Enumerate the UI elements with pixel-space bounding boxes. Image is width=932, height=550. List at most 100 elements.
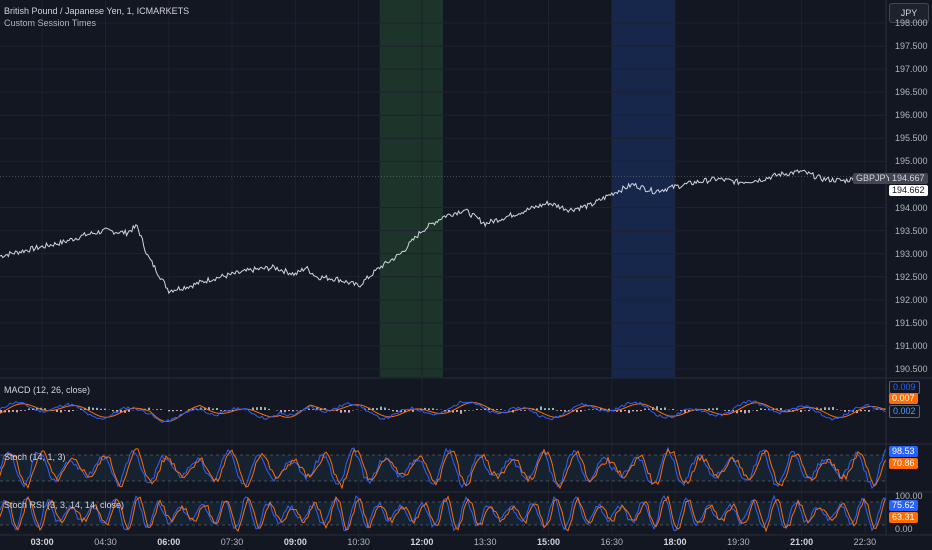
macd-hist-bar	[564, 410, 566, 412]
bid-price-badge: 194.662	[889, 185, 928, 196]
price-tick-label: 195.000	[895, 156, 928, 167]
macd-hist-bar	[192, 408, 194, 410]
macd-hist-bar	[860, 410, 862, 412]
macd-hist-bar	[716, 407, 718, 410]
macd-hist-bar	[592, 409, 594, 410]
macd-hist-bar	[464, 410, 466, 412]
macd-hist-bar	[60, 410, 62, 413]
macd-hist-bar	[220, 410, 222, 411]
macd-hist-bar	[160, 409, 162, 410]
macd-line	[0, 400, 887, 424]
macd-hist-bar	[412, 410, 414, 412]
time-tick-label: 19:30	[727, 537, 750, 547]
stoch-k-line	[0, 446, 887, 489]
stoch-rsi-axis-bottom: 0.00	[895, 524, 913, 534]
macd-hist-bar	[344, 410, 346, 413]
time-tick-label: 18:00	[663, 537, 687, 547]
macd-hist-bar	[536, 408, 538, 410]
macd-hist-bar	[252, 407, 254, 410]
macd-hist-bar	[24, 410, 26, 411]
price-line	[0, 169, 865, 295]
macd-hist-bar	[580, 410, 582, 412]
macd-hist-bar	[848, 410, 850, 412]
price-tick-label: 192.000	[895, 294, 928, 305]
time-tick-label: 13:30	[473, 537, 497, 547]
macd-hist-bar	[880, 409, 882, 410]
currency-button[interactable]: JPY	[889, 3, 929, 23]
macd-hist-bar	[92, 407, 94, 410]
macd-hist-bar	[32, 408, 34, 410]
macd-hist-bar	[208, 407, 210, 410]
last-price-badge: 194.667	[889, 173, 928, 184]
macd-hist-bar	[212, 408, 214, 410]
signal-value-badge: 0.007	[889, 393, 918, 404]
macd-hist-bar	[772, 408, 774, 410]
time-tick-label: 22:30	[853, 537, 877, 547]
macd-hist-bar	[204, 407, 206, 410]
macd-hist-bar	[696, 410, 698, 411]
macd-hist-bar	[120, 410, 122, 413]
macd-hist-bar	[16, 410, 18, 413]
macd-hist-bar	[168, 410, 170, 412]
macd-hist-bar	[264, 407, 266, 410]
macd-hist-bar	[68, 410, 70, 412]
macd-hist-bar	[684, 410, 686, 413]
macd-hist-bar	[448, 410, 450, 413]
macd-hist-bar	[608, 408, 610, 410]
macd-hist-bar	[8, 410, 10, 413]
macd-hist-bar	[56, 410, 58, 412]
macd-hist-bar	[100, 408, 102, 410]
time-tick-label: 07:30	[220, 537, 244, 547]
macd-hist-bar	[832, 407, 834, 410]
macd-hist-bar	[588, 409, 590, 410]
time-tick-label: 21:00	[790, 537, 814, 547]
macd-hist-bar	[560, 410, 562, 412]
macd-hist-bar	[776, 408, 778, 410]
macd-hist-bar	[728, 410, 730, 412]
macd-hist-bar	[4, 410, 6, 413]
macd-hist-bar	[188, 409, 190, 410]
macd-hist-bar	[112, 410, 114, 412]
time-tick-label: 10:30	[347, 537, 370, 547]
macd-hist-bar	[256, 407, 258, 410]
macd-hist-bar	[280, 410, 282, 413]
macd-hist-bar	[492, 408, 494, 410]
macd-hist-bar	[376, 408, 378, 410]
macd-hist-bar	[476, 408, 478, 410]
macd-hist-bar	[808, 410, 810, 412]
macd-hist-bar	[724, 410, 726, 411]
stoch-d-badge: 70.86	[889, 458, 918, 469]
macd-hist-bar	[800, 410, 802, 413]
chart-title: British Pound / Japanese Yen, 1, ICMARKE…	[4, 6, 190, 16]
macd-hist-bar	[12, 410, 14, 412]
macd-hist-bar	[392, 410, 394, 412]
macd-hist-bar	[520, 410, 522, 411]
macd-label: MACD (12, 26, close)	[4, 385, 91, 395]
macd-hist-bar	[268, 408, 270, 410]
macd-hist-bar	[480, 409, 482, 410]
symbol-badge: GBPJPY	[853, 173, 895, 184]
macd-hist-bar	[632, 410, 634, 412]
chart-subtitle: Custom Session Times	[4, 18, 97, 28]
macd-hist-bar	[664, 407, 666, 410]
macd-hist-bar	[780, 407, 782, 410]
macd-hist-bar	[176, 410, 178, 411]
price-tick-label: 193.500	[895, 225, 928, 236]
macd-hist-bar	[312, 409, 314, 410]
macd-hist-bar	[764, 408, 766, 410]
macd-hist-bar	[732, 410, 734, 412]
macd-hist-bar	[288, 410, 290, 412]
price-tick-label: 191.000	[895, 340, 928, 351]
macd-hist-bar	[104, 408, 106, 410]
macd-hist-bar	[128, 410, 130, 412]
macd-hist-bar	[296, 410, 298, 411]
price-tick-label: 198.000	[895, 18, 928, 28]
macd-hist-bar	[456, 410, 458, 412]
macd-hist-bar	[548, 408, 550, 410]
price-tick-label: 195.500	[895, 133, 928, 144]
price-tick-label: 197.500	[895, 41, 928, 52]
stoch-rsi-d-badge: 63.31	[889, 512, 918, 523]
macd-hist-bar	[496, 409, 498, 410]
macd-hist-bar	[824, 407, 826, 410]
